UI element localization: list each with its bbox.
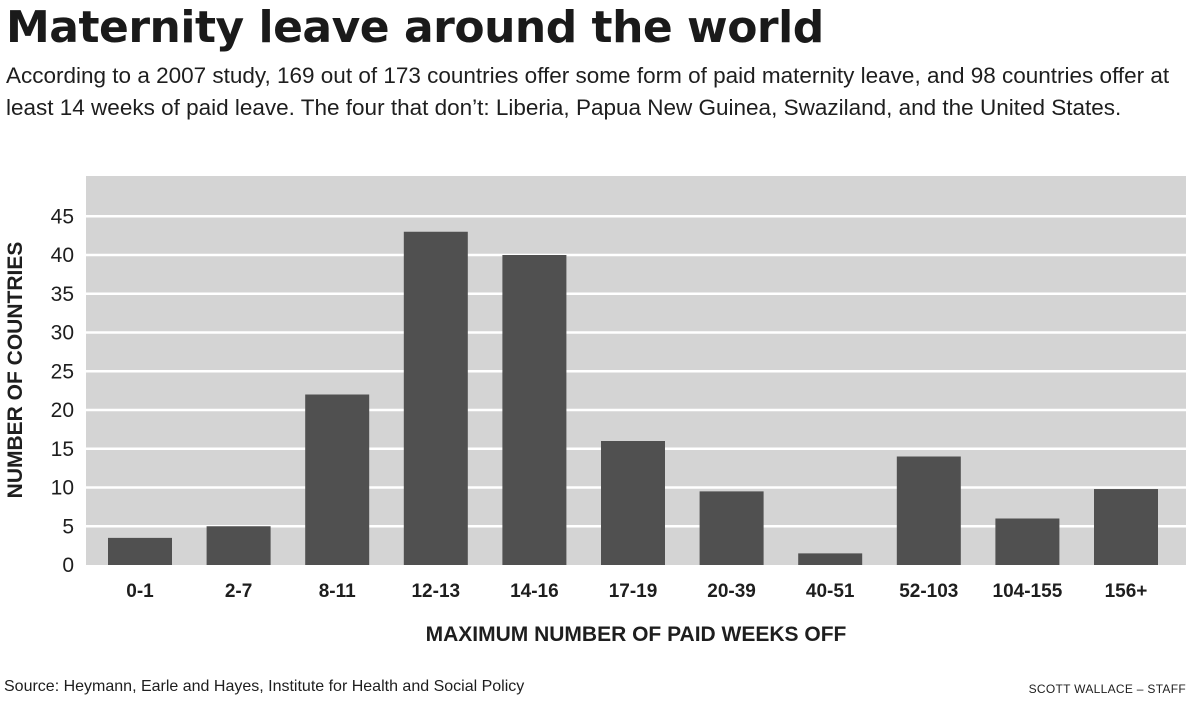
source-note: Source: Heymann, Earle and Hayes, Instit… (4, 678, 525, 695)
bar-12-13 (403, 231, 468, 565)
y-tick-label: 5 (62, 515, 74, 538)
artist-credit: SCOTT WALLACE – STAFF (1028, 682, 1186, 696)
x-tick-label: 12-13 (411, 581, 460, 602)
x-axis-label: MAXIMUM NUMBER OF PAID WEEKS OFF (426, 623, 847, 646)
y-tick-label: 40 (51, 244, 74, 267)
y-tick-labels: 0 5 10 15 20 25 30 35 40 45 (51, 205, 74, 577)
y-axis-label: NUMBER OF COUNTRIES (4, 242, 27, 499)
bar-40-51 (798, 553, 863, 565)
y-tick-label: 15 (51, 438, 74, 461)
bars (108, 231, 1158, 565)
x-tick-label: 40-51 (806, 581, 855, 602)
x-tick-label: 52-103 (899, 581, 958, 602)
y-tick-label: 45 (51, 205, 74, 228)
x-tick-label: 0-1 (126, 581, 154, 602)
x-tick-label: 8-11 (319, 581, 356, 602)
y-tick-label: 35 (51, 283, 74, 306)
bar-17-19 (601, 441, 665, 565)
bar-156+ (1094, 489, 1158, 565)
chart-title: Maternity leave around the world (6, 2, 824, 53)
x-tick-labels: 0-1 2-7 8-11 12-13 14-16 17-19 20-39 40-51 52-10… (126, 581, 1147, 602)
bar-0-1 (108, 537, 172, 565)
chart-subtitle: According to a 2007 study, 169 out of 17… (6, 63, 1170, 120)
x-tick-label: 14-16 (510, 581, 559, 602)
x-tick-label: 156+ (1105, 581, 1148, 602)
bar-2-7 (206, 526, 271, 565)
y-tick-label: 25 (51, 360, 74, 383)
y-tick-label: 10 (51, 477, 74, 500)
bar-14-16 (502, 255, 567, 565)
bar-8-11 (305, 394, 370, 565)
bar-52-103 (896, 456, 961, 565)
bar-104-155 (995, 518, 1060, 565)
x-tick-label: 20-39 (707, 581, 756, 602)
y-tick-label: 20 (51, 399, 74, 422)
bar-20-39 (699, 491, 764, 565)
x-tick-label: 2-7 (225, 581, 252, 602)
y-tick-label: 30 (51, 322, 74, 345)
x-tick-label: 17-19 (609, 581, 658, 602)
y-tick-label: 0 (62, 554, 74, 577)
x-tick-label: 104-155 (993, 581, 1063, 602)
